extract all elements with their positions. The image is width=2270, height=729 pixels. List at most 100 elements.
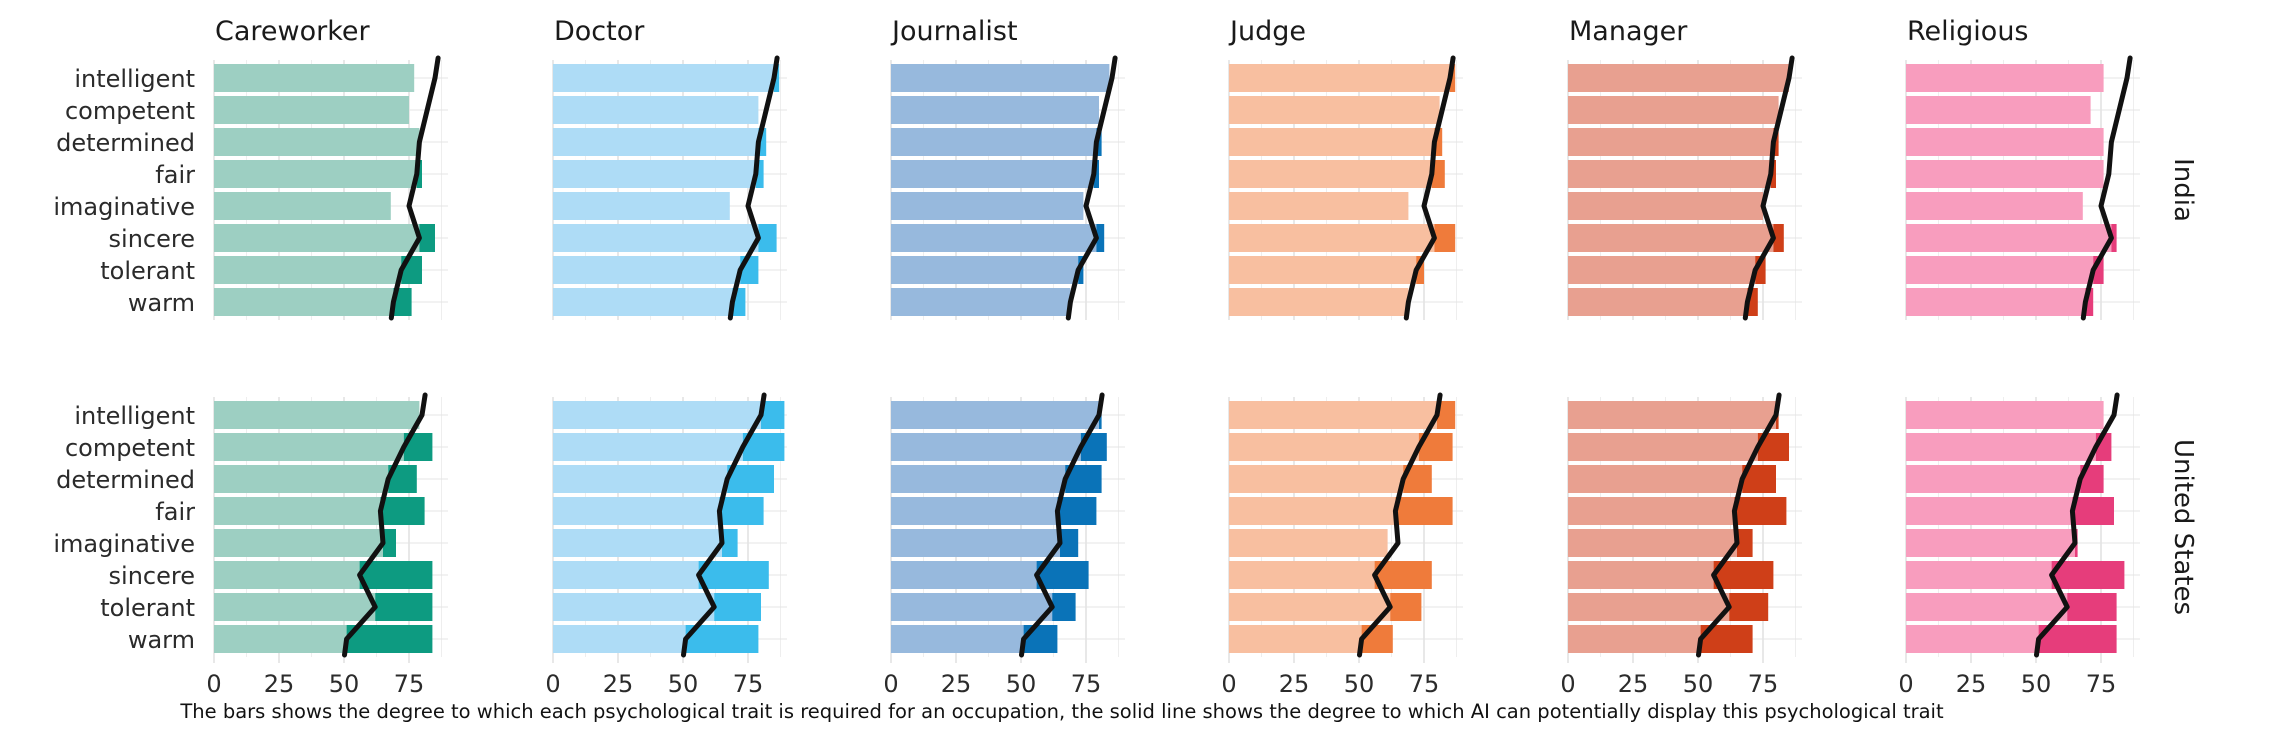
bar-manager-tolerant-base	[1568, 593, 1730, 621]
bar-journalist-determined-base	[891, 465, 1066, 493]
bar-judge-determined-base	[1229, 465, 1404, 493]
bar-judge-sincere-gap	[1434, 224, 1456, 252]
bar-judge-warm-gap	[1361, 625, 1393, 653]
ai-line-manager-india	[1742, 55, 1795, 321]
x-tick-label: 25	[1618, 670, 1649, 698]
ai-line-religious-india	[2080, 55, 2133, 321]
bar-religious-warm-gap	[2038, 625, 2117, 653]
bar-judge-fair-base	[1229, 160, 1432, 188]
trait-label-competent: competent	[65, 434, 195, 462]
trait-label-determined: determined	[56, 129, 195, 157]
bar-doctor-competent-base	[553, 96, 759, 124]
bar-religious-tolerant-gap	[2093, 256, 2104, 284]
bar-journalist-fair-base	[891, 497, 1058, 525]
bar-manager-warm-base	[1568, 288, 1748, 316]
bar-journalist-fair-base	[891, 160, 1094, 188]
ai-line-doctor-india	[727, 55, 780, 321]
bar-judge-warm-base	[1229, 625, 1362, 653]
bar-religious-intelligent-base	[1906, 401, 2104, 429]
bar-manager-sincere-gap	[1713, 561, 1774, 589]
bar-careworker-determined-base	[214, 465, 389, 493]
bar-religious-imaginative-base	[1906, 529, 2075, 557]
x-tick-label: 0	[545, 670, 560, 698]
bar-careworker-sincere-gap	[359, 561, 433, 589]
bar-doctor-sincere-base	[553, 561, 699, 589]
bar-careworker-intelligent-base	[214, 64, 415, 92]
bar-careworker-determined-base	[214, 128, 420, 156]
bar-journalist-imaginative-base	[891, 529, 1060, 557]
x-tick-label: 50	[1006, 670, 1037, 698]
bar-doctor-sincere-base	[553, 224, 759, 252]
trait-label-sincere: sincere	[109, 225, 195, 253]
x-tick-label: 25	[941, 670, 972, 698]
ai-line-manager-united-states	[1696, 392, 1782, 658]
x-tick-label: 0	[206, 670, 221, 698]
bar-journalist-tolerant-gap	[1052, 593, 1076, 621]
trait-label-intelligent: intelligent	[74, 402, 195, 430]
bar-journalist-competent-base	[891, 96, 1099, 124]
facet-label-india: India	[2168, 158, 2198, 222]
bar-judge-determined-gap	[1434, 128, 1443, 156]
bar-careworker-sincere-base	[214, 224, 420, 252]
bar-religious-competent-base	[1906, 433, 2096, 461]
ai-line-careworker-india	[388, 55, 441, 321]
title-religious: Religious	[1907, 16, 2029, 47]
bar-journalist-fair-gap	[1057, 497, 1097, 525]
bar-careworker-warm-base	[214, 288, 394, 316]
title-doctor: Doctor	[554, 16, 645, 47]
bar-doctor-determined-base	[553, 128, 759, 156]
bar-religious-tolerant-base	[1906, 256, 2094, 284]
bar-careworker-sincere-gap	[419, 224, 435, 252]
bar-manager-intelligent-base	[1568, 401, 1776, 429]
bar-careworker-imaginative-gap	[383, 529, 396, 557]
bar-doctor-fair-base	[553, 160, 756, 188]
bar-religious-fair-base	[1906, 497, 2073, 525]
bar-careworker-competent-base	[214, 96, 409, 124]
bar-manager-sincere-base	[1568, 224, 1774, 252]
trait-label-imaginative: imaginative	[53, 530, 195, 558]
trait-label-imaginative: imaginative	[53, 193, 195, 221]
bar-doctor-determined-base	[553, 465, 728, 493]
x-tick-label: 75	[1071, 670, 1102, 698]
bar-judge-tolerant-base	[1229, 256, 1417, 284]
x-tick-label: 75	[2086, 670, 2117, 698]
bar-careworker-warm-gap	[346, 625, 433, 653]
trait-label-warm: warm	[128, 626, 195, 654]
bar-religious-warm-gap	[2085, 288, 2094, 316]
bar-doctor-imaginative-base	[553, 192, 730, 220]
x-tick-label: 0	[1221, 670, 1236, 698]
facet-label-united-states: United States	[2168, 439, 2198, 615]
bar-religious-sincere-base	[1906, 561, 2052, 589]
trait-label-warm: warm	[128, 289, 195, 317]
bar-manager-fair-base	[1568, 497, 1735, 525]
chart-caption: The bars shows the degree to which each …	[179, 700, 1944, 723]
bar-journalist-sincere-gap	[1096, 224, 1105, 252]
bar-doctor-warm-base	[553, 288, 733, 316]
x-tick-label: 0	[1898, 670, 1913, 698]
trait-label-fair: fair	[155, 161, 195, 189]
bar-careworker-competent-base	[214, 433, 404, 461]
bar-doctor-warm-base	[553, 625, 686, 653]
bar-careworker-warm-base	[214, 625, 347, 653]
bar-doctor-determined-gap	[727, 465, 774, 493]
bar-religious-fair-gap	[2072, 497, 2114, 525]
bar-religious-sincere-gap	[2111, 224, 2117, 252]
trait-label-tolerant: tolerant	[100, 257, 195, 285]
ai-line-judge-united-states	[1357, 392, 1443, 658]
bar-careworker-sincere-base	[214, 561, 360, 589]
bar-doctor-intelligent-base	[553, 401, 761, 429]
bar-doctor-fair-gap	[719, 497, 764, 525]
bar-careworker-tolerant-base	[214, 593, 376, 621]
bar-judge-imaginative-base	[1229, 529, 1388, 557]
bar-judge-fair-base	[1229, 497, 1396, 525]
x-tick-label: 50	[1344, 670, 1375, 698]
bar-judge-fair-gap	[1395, 497, 1453, 525]
bar-journalist-determined-base	[891, 128, 1097, 156]
ai-line-doctor-united-states	[681, 392, 767, 658]
bar-journalist-fair-gap	[1093, 160, 1099, 188]
bar-careworker-fair-base	[214, 497, 381, 525]
bar-judge-intelligent-base	[1229, 64, 1450, 92]
bar-doctor-tolerant-gap	[714, 593, 761, 621]
bar-doctor-imaginative-gap	[722, 529, 738, 557]
title-judge: Judge	[1228, 16, 1306, 47]
